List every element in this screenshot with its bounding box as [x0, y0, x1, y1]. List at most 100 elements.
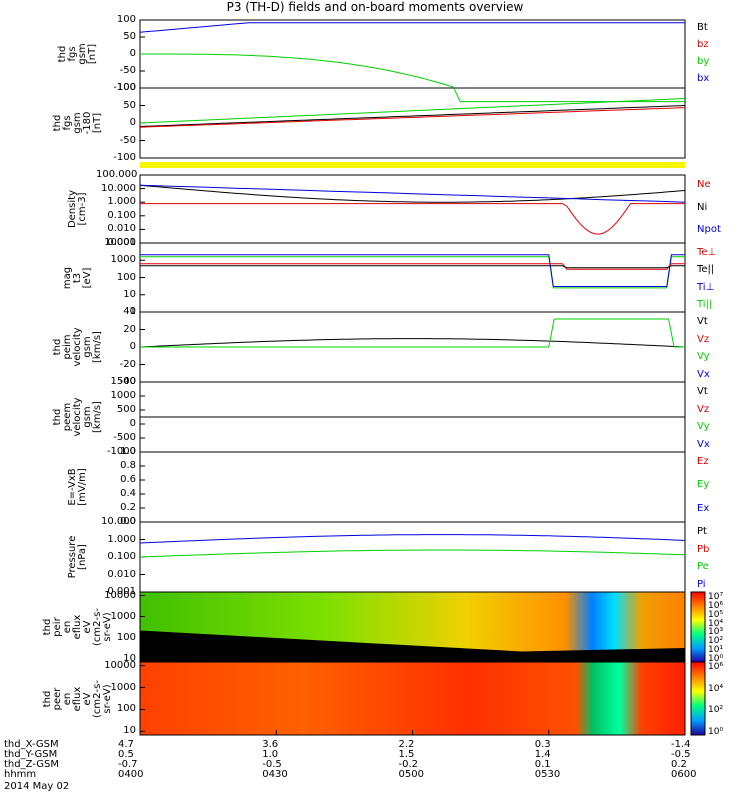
ytick-label-2-2: 1.000 [107, 196, 136, 208]
ytick-label-8-0: 10000 [104, 589, 136, 601]
ylabel-7-1: [nPa] [77, 544, 88, 570]
legend-4-3: Vx [697, 368, 710, 380]
fgs-red-line [139, 107, 686, 128]
ytick-label-3-4: 1 [129, 306, 136, 317]
plot-title: P3 (TH-D) fields and on-board moments ov… [226, 0, 524, 14]
pi-line [139, 534, 686, 544]
fgs-green-line [139, 98, 686, 124]
ytick-label-5-1: 1000 [110, 390, 136, 401]
ytick-label-9-1: 1000 [110, 681, 136, 693]
colorbar-label-1-0: 10⁶ [708, 662, 724, 672]
legend-3-0: Te⊥ [697, 247, 717, 258]
legend-0-2: by [697, 56, 710, 67]
colorbar-label-0-7: 10⁰ [708, 654, 724, 664]
legend-6-1: Ey [697, 479, 710, 491]
xaxis-value-0-1: 0.5 [118, 749, 134, 760]
legend-7-0: Pt [697, 526, 707, 537]
colorbar-label-1-2: 10² [708, 705, 724, 716]
colorbar-label-0-0: 10⁷ [708, 592, 724, 602]
legend-4-2: Vy [697, 351, 710, 362]
ytick-label-7-2: 0.100 [107, 551, 136, 562]
by-line [140, 53, 685, 103]
ylabel-2-1: [cm-3] [77, 192, 88, 226]
fgs-black-line [139, 105, 686, 127]
xaxis-value-4-1: -0.5 [671, 749, 691, 760]
bx-line [139, 22, 685, 33]
ytick-label-8-1: 1000 [110, 610, 136, 622]
ytick-label-8-3: 10 [123, 652, 136, 664]
xaxis-value-4-3: 0600 [671, 769, 697, 780]
legend-6-2: Ex [697, 502, 710, 514]
vi-vt-line [139, 338, 686, 348]
xaxis-rowlabel-2: thd_Z-GSM [4, 759, 59, 770]
ytick-label-5-5: -1000 [106, 446, 136, 457]
ylabel-9-6: sr-eV) [102, 683, 113, 714]
legend-2-2: Npot [697, 224, 721, 236]
xaxis-value-0-3: 0400 [118, 769, 144, 780]
ytick-label-7-0: 10.000 [101, 516, 136, 527]
ti-par-line [140, 256, 685, 289]
spectrogram-9 [140, 662, 685, 735]
ytick-label-5-2: 500 [116, 404, 136, 415]
ytick-label-6-1: 0.8 [120, 460, 136, 471]
colorbar-label-1-3: 10⁰ [708, 727, 724, 737]
xaxis-value-1-0: 3.6 [262, 739, 279, 750]
ytick-label-4-0: 40 [123, 306, 136, 317]
colorbar-label-0-2: 10⁵ [708, 609, 724, 620]
npot-line [139, 184, 686, 203]
colorbar-label-1-1: 10⁴ [708, 683, 724, 694]
ytick-label-2-3: 0.100 [107, 209, 136, 221]
te-par-line [140, 265, 685, 269]
legend-4-0: Vt [697, 316, 708, 327]
colorbar-label-0-1: 10⁶ [708, 600, 724, 611]
panel-frame-6 [139, 451, 686, 523]
legend-4-1: Vz [697, 333, 710, 345]
legend-2-1: Ni [697, 201, 708, 213]
legend-3-2: Ti⊥ [697, 281, 715, 293]
xaxis-rowlabel-1: thd_Y-GSM [4, 749, 58, 760]
ni-line [139, 184, 686, 203]
xaxis-value-4-2: 0.2 [671, 759, 687, 770]
ytick-label-2-5: 0.001 [107, 237, 136, 248]
panel-frame-7 [139, 521, 686, 593]
ytick-label-5-4: -500 [113, 432, 136, 443]
legend-7-2: Pe [697, 561, 709, 572]
ytick-label-8-2: 100 [116, 631, 136, 643]
ytick-label-9-2: 100 [116, 703, 136, 715]
legend-2-0: Ne [697, 179, 711, 190]
panel-frame-0 [139, 19, 686, 89]
xaxis-rowlabel-0: thd_X-GSM [4, 739, 59, 750]
colorbar-label-0-6: 10¹ [708, 645, 724, 656]
ytick-label-1-3: -50 [119, 134, 136, 146]
ylabel-0-3: [nT] [87, 43, 98, 65]
legend-7-1: Pb [697, 543, 710, 555]
xaxis-value-0-0: 4.7 [118, 739, 134, 750]
colorbar-0 [690, 591, 706, 663]
ytick-label-4-4: -40 [119, 376, 136, 387]
legend-0-1: bz [697, 39, 709, 50]
ytick-label-6-3: 0.4 [120, 488, 136, 499]
ytick-label-9-3: 10 [123, 725, 136, 737]
legend-7-3: Pi [697, 578, 706, 590]
colorbar-label-0-5: 10² [708, 636, 724, 647]
ytick-label-0-2: 0 [129, 48, 136, 59]
ytick-label-2-4: 0.010 [107, 223, 136, 235]
ytick-label-0-0: 100 [116, 14, 136, 25]
ylabel-1-4: [nT] [92, 112, 103, 134]
legend-3-3: Ti|| [697, 298, 713, 310]
legend-5-1: Vz [697, 403, 710, 415]
ytick-label-1-1: 50 [123, 99, 136, 111]
xaxis-value-3-0: 0.3 [534, 739, 551, 750]
ne-line [140, 203, 685, 235]
ylabel-4-4: [km/s] [92, 331, 103, 363]
legend-6-0: Ez [697, 456, 709, 467]
xaxis-value-2-3: 0500 [398, 769, 424, 780]
legend-5-2: Vy [697, 421, 710, 432]
ytick-label-1-2: 0 [129, 117, 136, 128]
ytick-label-9-0: 10000 [104, 659, 136, 671]
ytick-label-1-4: -100 [113, 152, 136, 163]
ytick-label-3-0: 10000 [104, 237, 136, 248]
xaxis-value-2-1: 1.5 [398, 749, 415, 760]
ylabel-6-1: [mV/m] [77, 468, 88, 506]
